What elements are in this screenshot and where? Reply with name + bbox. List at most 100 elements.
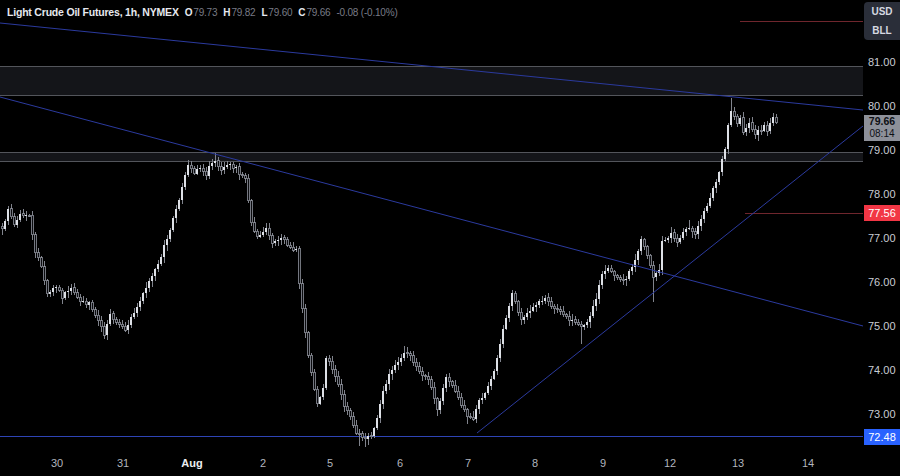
price-axis-label: 74.00 <box>868 364 900 376</box>
candle-down <box>418 367 420 372</box>
candle-up <box>67 291 69 292</box>
candle-down <box>34 235 36 253</box>
candle-up <box>529 311 531 314</box>
candle-down <box>577 322 579 324</box>
candle-up <box>481 398 483 400</box>
candle-down <box>358 433 360 434</box>
candle-up <box>64 292 66 298</box>
candle-up <box>157 264 159 270</box>
candle-down <box>370 436 372 437</box>
candle-down <box>328 358 330 361</box>
candle-down <box>10 209 12 217</box>
candle-up <box>739 118 741 124</box>
candle-up <box>142 293 144 301</box>
candle-up <box>763 125 765 131</box>
bar-countdown: 08:14 <box>864 128 900 141</box>
candle-up <box>235 167 237 168</box>
candle-down <box>241 175 243 176</box>
candle-up <box>685 229 687 233</box>
unit-button[interactable]: BLL <box>864 21 900 40</box>
candle-up <box>229 164 231 165</box>
candle-down <box>205 171 207 175</box>
candle-up <box>607 268 609 271</box>
time-axis-label-14: 14 <box>802 457 814 469</box>
candle-down <box>331 361 333 370</box>
axis-unit-selector[interactable]: USD BLL <box>864 2 900 40</box>
candle-up <box>727 125 729 150</box>
candle-down <box>694 232 696 235</box>
candle-up <box>106 324 108 336</box>
candle-up <box>682 232 684 238</box>
time-axis-label-Aug: Aug <box>181 457 202 469</box>
candle-up <box>526 313 528 317</box>
candle-down <box>28 215 30 216</box>
candle-down <box>343 395 345 407</box>
highlight-band-1[interactable] <box>0 152 863 161</box>
candle-down <box>349 411 351 417</box>
candle-down <box>553 306 555 308</box>
candle-up <box>379 404 381 418</box>
candle-up <box>277 240 279 241</box>
candle-up <box>634 260 636 268</box>
last-price-tag: 79.66 08:14 <box>864 115 900 141</box>
trendline-descending-mid[interactable] <box>0 97 863 326</box>
candle-up <box>583 325 585 326</box>
candle-up <box>706 206 708 211</box>
candle-down <box>286 240 288 246</box>
candle-down <box>313 372 315 389</box>
candle-down <box>562 311 564 315</box>
currency-button[interactable]: USD <box>864 2 900 21</box>
candle-up <box>511 293 513 306</box>
candle-up <box>196 169 198 174</box>
highlight-band-0[interactable] <box>0 66 863 95</box>
candle-down <box>100 321 102 327</box>
candle-up <box>139 301 141 307</box>
candle-up <box>388 374 390 384</box>
candle-down <box>580 324 582 326</box>
candle-down <box>613 271 615 276</box>
candle-up <box>169 230 171 238</box>
candle-down <box>46 281 48 294</box>
candle-down <box>619 278 621 279</box>
candle-up <box>88 302 90 305</box>
candle-up <box>667 238 669 240</box>
candle-down <box>289 245 291 247</box>
time-axis-label-12: 12 <box>664 457 676 469</box>
candle-up <box>133 313 135 317</box>
candle-down <box>421 372 423 376</box>
candle-down <box>292 247 294 250</box>
candle-up <box>175 209 177 218</box>
candle-up <box>748 123 750 129</box>
candle-up <box>82 301 84 302</box>
candle-up <box>70 288 72 291</box>
candle-down <box>574 320 576 322</box>
candle-down <box>118 322 120 324</box>
candle-down <box>124 326 126 330</box>
candle-down <box>775 117 777 123</box>
candle-up <box>586 322 588 325</box>
candle-up <box>19 214 21 220</box>
candle-up <box>505 318 507 329</box>
candle-up <box>541 301 543 302</box>
candle-up <box>571 320 573 321</box>
price-axis-label: 79.00 <box>868 144 900 156</box>
candle-up <box>628 271 630 278</box>
candle-up <box>700 219 702 226</box>
candle-up <box>295 249 297 251</box>
candle-down <box>121 324 123 326</box>
candle-down <box>754 130 756 135</box>
candle-up <box>265 228 267 231</box>
candlestick-chart-canvas[interactable] <box>0 0 900 476</box>
candle-down <box>646 247 648 255</box>
candle-up <box>769 123 771 131</box>
candle-up <box>136 307 138 313</box>
symbol-legend[interactable]: Light Crude Oil Futures, 1h, NYMEX O79.7… <box>7 6 398 18</box>
trendline-ascending[interactable] <box>477 126 863 433</box>
candle-down <box>58 287 60 290</box>
candle-down <box>31 215 33 234</box>
candle-down <box>94 310 96 316</box>
candle-down <box>466 410 468 417</box>
candle-up <box>724 149 726 159</box>
candle-up <box>397 362 399 365</box>
candle-up <box>475 409 477 419</box>
